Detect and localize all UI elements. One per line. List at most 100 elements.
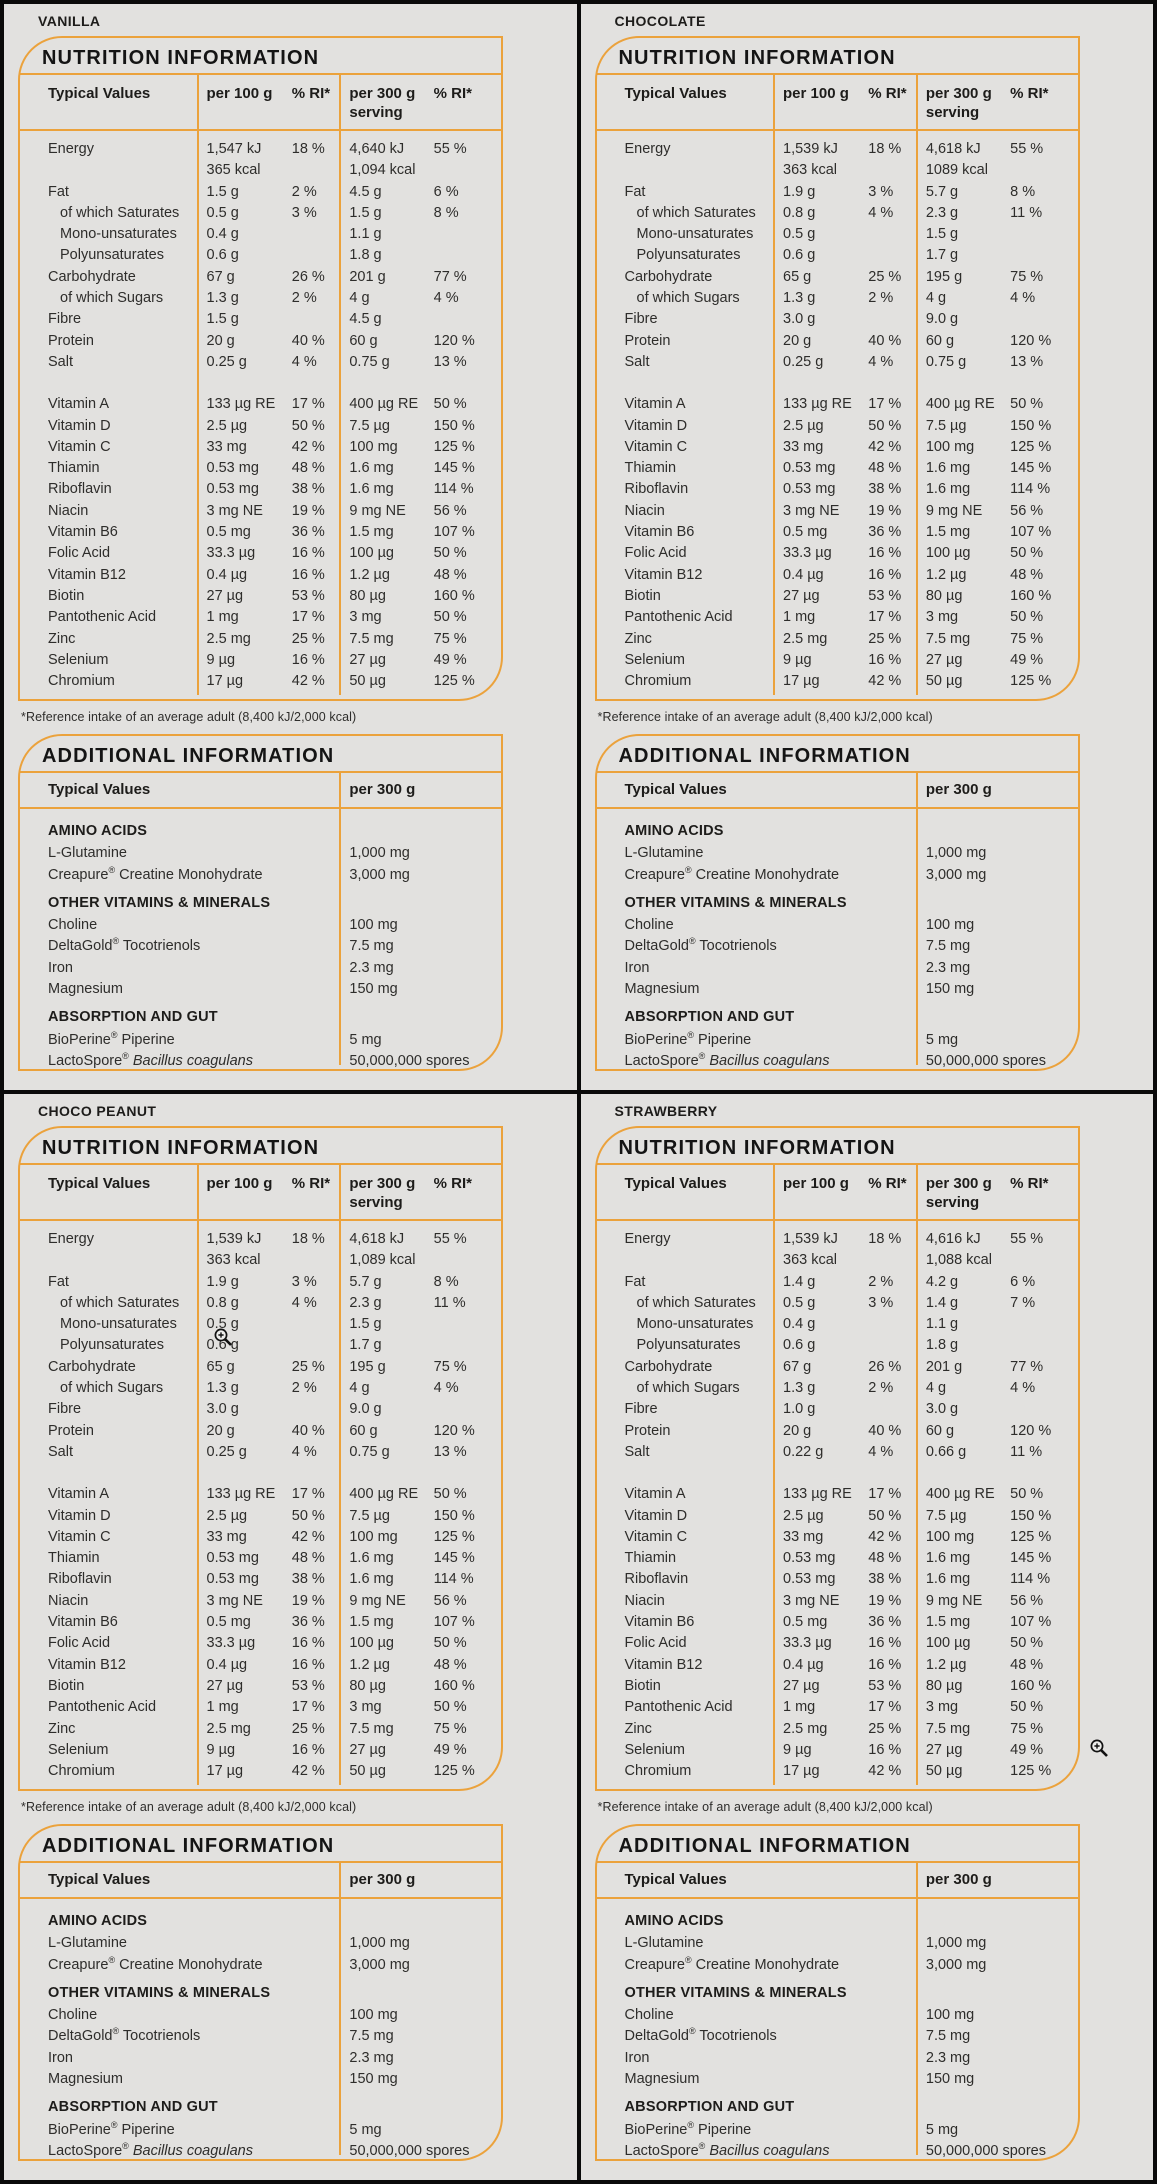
nutrient-label: Zinc [624,1720,652,1737]
nutrition-row: Folic Acid 33.3 µg 16 % 100 µg 50 % [20,543,501,564]
nutrient-label: Polyunsaturates [60,247,164,264]
per-100g-ri: 25 % [291,630,325,647]
nutrient-label: Protein [48,332,94,349]
per-300g-ri: 50 % [1010,1699,1044,1716]
per-100g-value: 0.22 g [783,1443,824,1460]
per-100g-value: 17 µg [206,1763,244,1780]
nutrient-label: Vitamin D [624,417,688,434]
per-100g-value: 27 µg [783,587,820,604]
nutrition-row: Niacin 3 mg NE 19 % 9 mg NE 56 % [20,1591,501,1612]
additional-row: BioPerine® Piperine 5 mg [597,1030,1078,1051]
nutrition-row: Vitamin D 2.5 µg 50 % 7.5 µg 150 % [20,416,501,437]
column-divider [915,773,918,1065]
column-header-per-100g: per 100 g [783,85,849,102]
per-300g-value: 201 g [349,268,386,285]
nutrition-row: Chromium 17 µg 42 % 50 µg 125 % [20,1761,501,1782]
per-100g-value: 33.3 µg [206,1635,256,1652]
column-divider [339,1165,342,1785]
per-300g-ri: 6 % [1010,1273,1036,1290]
per-300g-ri: 50 % [433,609,467,626]
column-header-ri-100g: % RI* [291,1175,331,1192]
additional-label: BioPerine® Piperine [20,1030,339,1051]
per-100g-ri [292,1314,340,1335]
nutrition-row: Polyunsaturates 0.6 g 1.7 g [20,1335,501,1356]
nutrition-row: Vitamin C 33 mg 42 % 100 mg 125 % [20,437,501,458]
nutrition-table-title: NUTRITION INFORMATION [20,1128,501,1165]
per-100g-ri: 53 % [868,1677,902,1694]
per-300g-value: 3 mg [925,1699,959,1716]
nutrition-row: Vitamin D 2.5 µg 50 % 7.5 µg 150 % [597,1506,1078,1527]
nutrient-label: of which Sugars [636,290,740,307]
per-300g-ri: 13 % [433,1443,467,1460]
per-300g-ri: 6 % [433,183,459,200]
nutrient-label: Carbohydrate [624,1358,713,1375]
nutrition-row: Vitamin B12 0.4 µg 16 % 1.2 µg 48 % [20,1655,501,1676]
per-100g-value: 0.4 g [783,1316,816,1333]
nutrient-label: Vitamin B6 [48,524,118,541]
per-300g-value: 0.75 g [925,353,967,370]
additional-label: L-Glutamine [597,843,916,864]
flavor-label: VANILLA [38,13,101,29]
nutrient-label: Folic Acid [48,1635,111,1652]
nutrition-row: Fibre 3.0 g 9.0 g [597,309,1078,330]
per-100g-ri: 42 % [291,1763,325,1780]
per-100g-ri: 16 % [868,651,902,668]
nutrition-row: Fibre 1.5 g 4.5 g [20,309,501,330]
additional-label-text: Magnesium [624,2071,700,2088]
per-300g-ri: 114 % [433,481,474,498]
per-100g-value: 17 µg [783,1763,820,1780]
per-100g-value: 2.5 µg [206,417,248,434]
additional-row: BioPerine® Piperine 5 mg [20,2120,501,2141]
per-300g-ri: 48 % [433,1656,467,1673]
column-divider [339,1863,342,2155]
additional-row: Magnesium 150 mg [20,979,501,1000]
nutrient-label: Vitamin B12 [624,1656,703,1673]
nutrition-row: Carbohydrate 65 g 25 % 195 g 75 % [20,1357,501,1378]
nutrient-label: Chromium [624,673,692,690]
per-300g-value: 50 µg [349,1763,386,1780]
additional-label: DeltaGold® Tocotrienols [597,936,916,957]
nutrition-row: Zinc 2.5 mg 25 % 7.5 mg 75 % [597,1719,1078,1740]
nutrient-label: Selenium [48,1741,109,1758]
per-300g-ri: 50 % [433,1486,467,1503]
per-300g-value: 60 g [349,332,378,349]
nutrient-label: Vitamin C [48,438,111,455]
additional-row: Magnesium 150 mg [597,979,1078,1000]
per-300g-ri: 13 % [433,353,467,370]
per-100g-value: 27 µg [206,587,244,604]
per-300g-value: 50 µg [349,673,386,690]
nutrition-row: Salt 0.25 g 4 % 0.75 g 13 % [20,1442,501,1463]
per-300g-ri: 107 % [433,524,475,541]
per-300g-ri: 55 % [433,1231,467,1247]
per-300g-value: 9.0 g [349,1401,382,1418]
per-100g-ri [292,1399,340,1420]
per-300g-value: 400 µg RE [925,396,995,413]
per-100g-value: 17 µg [783,673,820,690]
nutrition-row: Vitamin C 33 mg 42 % 100 mg 125 % [20,1527,501,1548]
nutrient-label: Fibre [48,311,82,328]
additional-label-text: DeltaGold [624,938,689,955]
per-300g-value: 4 g [349,290,370,307]
nutrition-row: Folic Acid 33.3 µg 16 % 100 µg 50 % [597,543,1078,564]
additional-value: 100 mg [349,2007,398,2024]
nutrient-label: Chromium [48,1763,115,1780]
per-300g-value: 60 g [925,332,955,349]
additional-table-title: ADDITIONAL INFORMATION [596,1826,1078,1863]
additional-label-text: Iron [48,2049,73,2066]
reference-intake-footnote: *Reference intake of an average adult (8… [21,710,357,724]
per-300g-value: 7.5 µg [925,1507,967,1524]
per-300g-ri: 120 % [433,332,475,349]
per-100g-value: 0.5 mg [783,1614,828,1631]
column-header-typical-values: Typical Values [48,1175,151,1192]
per-100g-value: 33.3 µg [783,1635,832,1652]
per-300g-ri: 50 % [433,545,467,562]
nutrition-row: Vitamin A 133 µg RE 17 % 400 µg RE 50 % [597,394,1078,415]
per-100g-value: 0.6 g [783,1337,816,1354]
nutrient-label: Energy [48,141,94,157]
column-header-ri-100g: % RI* [868,1175,907,1192]
per-100g-ri: 53 % [868,587,902,604]
per-100g-ri: 38 % [868,1571,902,1588]
nutrition-row: Pantothenic Acid 1 mg 17 % 3 mg 50 % [597,1697,1078,1718]
additional-label-text: Tocotrienols [119,2028,201,2045]
registered-trademark-symbol: ® [687,1029,695,1040]
